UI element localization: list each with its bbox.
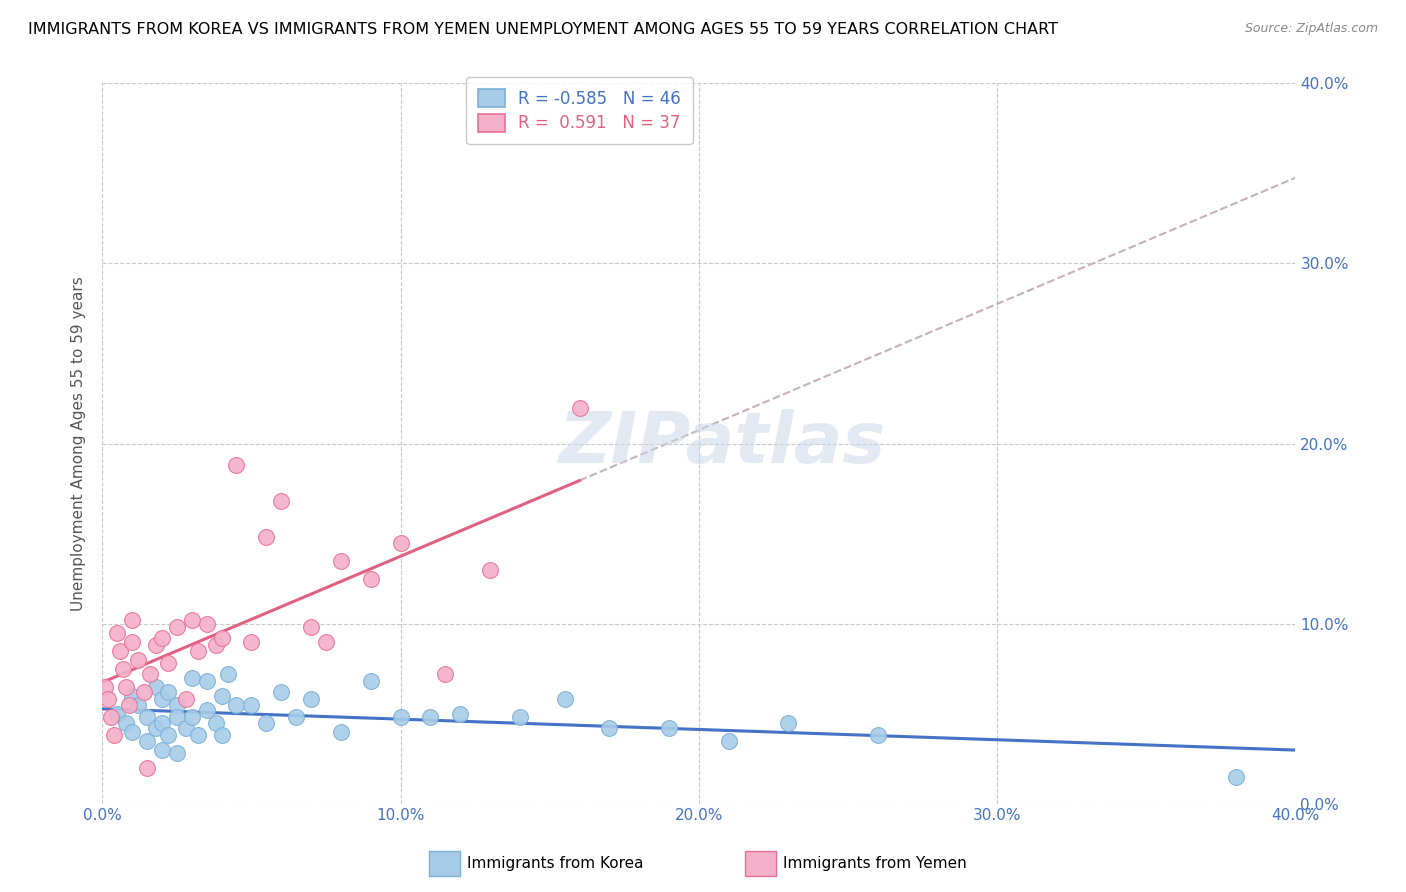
- Point: [211, 728, 233, 742]
- Point: [121, 634, 143, 648]
- Point: [115, 715, 138, 730]
- Point: [105, 625, 128, 640]
- Point: [389, 535, 412, 549]
- Legend: R = -0.585   N = 46, R =  0.591   N = 37: R = -0.585 N = 46, R = 0.591 N = 37: [467, 78, 693, 144]
- Point: [166, 620, 188, 634]
- Text: ZIPatlas: ZIPatlas: [560, 409, 886, 478]
- Text: Immigrants from Korea: Immigrants from Korea: [467, 856, 644, 871]
- Point: [554, 692, 576, 706]
- Point: [270, 685, 292, 699]
- Point: [127, 698, 149, 712]
- Point: [211, 631, 233, 645]
- Point: [145, 721, 167, 735]
- Point: [204, 715, 226, 730]
- Point: [136, 733, 159, 747]
- Point: [568, 401, 591, 415]
- Point: [150, 715, 173, 730]
- Point: [136, 761, 159, 775]
- Point: [139, 667, 162, 681]
- Point: [360, 674, 382, 689]
- Point: [97, 692, 120, 706]
- Point: [118, 698, 141, 712]
- Point: [145, 638, 167, 652]
- Point: [195, 703, 218, 717]
- Point: [132, 685, 155, 699]
- Point: [204, 638, 226, 652]
- Point: [121, 613, 143, 627]
- Point: [115, 680, 138, 694]
- Point: [150, 692, 173, 706]
- Point: [360, 572, 382, 586]
- Point: [866, 728, 889, 742]
- Point: [299, 620, 322, 634]
- Text: Source: ZipAtlas.com: Source: ZipAtlas.com: [1244, 22, 1378, 36]
- Point: [94, 680, 117, 694]
- Point: [195, 674, 218, 689]
- Point: [156, 728, 179, 742]
- Point: [285, 710, 308, 724]
- Point: [434, 667, 457, 681]
- Point: [270, 494, 292, 508]
- Point: [150, 742, 173, 756]
- Point: [225, 698, 247, 712]
- Point: [105, 706, 128, 721]
- Text: Immigrants from Yemen: Immigrants from Yemen: [783, 856, 967, 871]
- Point: [240, 634, 263, 648]
- Point: [315, 634, 337, 648]
- Point: [329, 553, 352, 567]
- Point: [419, 710, 441, 724]
- Point: [598, 721, 620, 735]
- Point: [717, 733, 740, 747]
- Point: [166, 698, 188, 712]
- Point: [174, 721, 197, 735]
- Point: [127, 652, 149, 666]
- Point: [658, 721, 681, 735]
- Point: [136, 710, 159, 724]
- Point: [156, 685, 179, 699]
- Point: [217, 667, 239, 681]
- Point: [121, 724, 143, 739]
- Y-axis label: Unemployment Among Ages 55 to 59 years: Unemployment Among Ages 55 to 59 years: [72, 277, 86, 611]
- Point: [254, 530, 277, 544]
- Point: [180, 671, 202, 685]
- Point: [225, 458, 247, 472]
- Point: [211, 689, 233, 703]
- Text: IMMIGRANTS FROM KOREA VS IMMIGRANTS FROM YEMEN UNEMPLOYMENT AMONG AGES 55 TO 59 : IMMIGRANTS FROM KOREA VS IMMIGRANTS FROM…: [28, 22, 1059, 37]
- Point: [121, 689, 143, 703]
- Point: [156, 656, 179, 670]
- Point: [254, 715, 277, 730]
- Point: [180, 613, 202, 627]
- Point: [778, 715, 800, 730]
- Point: [187, 728, 209, 742]
- Point: [240, 698, 263, 712]
- Point: [389, 710, 412, 724]
- Point: [112, 662, 135, 676]
- Point: [166, 746, 188, 760]
- Point: [150, 631, 173, 645]
- Point: [103, 728, 125, 742]
- Point: [108, 643, 131, 657]
- Point: [145, 680, 167, 694]
- Point: [509, 710, 531, 724]
- Point: [1225, 770, 1247, 784]
- Point: [329, 724, 352, 739]
- Point: [299, 692, 322, 706]
- Point: [195, 616, 218, 631]
- Point: [187, 643, 209, 657]
- Point: [180, 710, 202, 724]
- Point: [479, 563, 502, 577]
- Point: [100, 710, 122, 724]
- Point: [174, 692, 197, 706]
- Point: [449, 706, 471, 721]
- Point: [166, 710, 188, 724]
